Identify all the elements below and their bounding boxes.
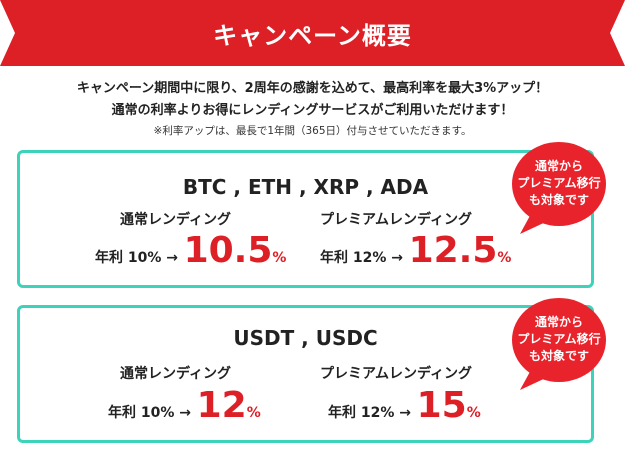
- intro-line-1: キャンペーン期間中に限り、2周年の感謝を込めて、最高利率を最大3%アップ！: [76, 81, 549, 96]
- rate-prefix: 年利 10% →: [95, 250, 178, 266]
- bubble-line-1: 通常から: [534, 159, 583, 173]
- premium-migration-bubble: 通常から プレミアム移行 も対象です: [508, 140, 618, 236]
- bubble-line-2: プレミアム移行: [517, 176, 601, 190]
- normal-lending-rate: 年利 10% → 12%: [108, 388, 261, 424]
- speech-bubble-shape: [512, 142, 606, 234]
- normal-lending-label: 通常レンディング: [120, 212, 232, 228]
- banner-title: キャンペーン概要: [213, 22, 412, 50]
- rate-value: 12.5: [408, 230, 498, 271]
- coin-list: BTC , ETH , XRP , ADA: [182, 175, 429, 199]
- premium-lending-rate: 年利 12% → 12.5%: [320, 233, 511, 269]
- coin-list: USDT , USDC: [233, 326, 378, 350]
- premium-lending-label: プレミアムレンディング: [320, 212, 473, 228]
- rate-card-btc-eth-xrp-ada: BTC , ETH , XRP , ADA 通常レンディング 年利 10% → …: [17, 150, 594, 288]
- intro-note: ※利率アップは、最長で1年間（365日）付与させていただきます。: [153, 125, 472, 137]
- normal-lending-rate: 年利 10% → 10.5%: [95, 233, 286, 269]
- rate-unit: %: [497, 250, 512, 266]
- rate-value: 10.5: [183, 230, 273, 271]
- rate-prefix: 年利 12% →: [328, 405, 411, 421]
- bubble-text: 通常から プレミアム移行 も対象です: [516, 314, 602, 365]
- speech-bubble-shape: [512, 298, 606, 390]
- campaign-banner: キャンペーン概要: [0, 0, 625, 66]
- bubble-line-3: も対象です: [528, 193, 589, 207]
- rate-unit: %: [272, 250, 287, 266]
- rate-value: 15: [416, 385, 467, 426]
- rate-prefix: 年利 10% →: [108, 405, 191, 421]
- bubble-text: 通常から プレミアム移行 も対象です: [516, 158, 602, 209]
- normal-lending-label: 通常レンディング: [120, 366, 232, 382]
- intro-line-2: 通常の利率よりお得にレンディングサービスがご利用いただけます！: [111, 103, 514, 118]
- premium-migration-bubble: 通常から プレミアム移行 も対象です: [508, 296, 618, 392]
- premium-lending-label: プレミアムレンディング: [320, 366, 473, 382]
- rate-value: 12: [196, 385, 247, 426]
- bubble-line-1: 通常から: [534, 315, 583, 329]
- rate-card-usdt-usdc: USDT , USDC 通常レンディング 年利 10% → 12% プレミアムレ…: [17, 305, 594, 443]
- premium-lending-rate: 年利 12% → 15%: [328, 388, 481, 424]
- rate-unit: %: [246, 405, 261, 421]
- bubble-line-3: も対象です: [528, 349, 589, 363]
- rate-unit: %: [466, 405, 481, 421]
- bubble-line-2: プレミアム移行: [517, 332, 601, 346]
- banner-ribbon-shape: [0, 0, 625, 66]
- rate-prefix: 年利 12% →: [320, 250, 403, 266]
